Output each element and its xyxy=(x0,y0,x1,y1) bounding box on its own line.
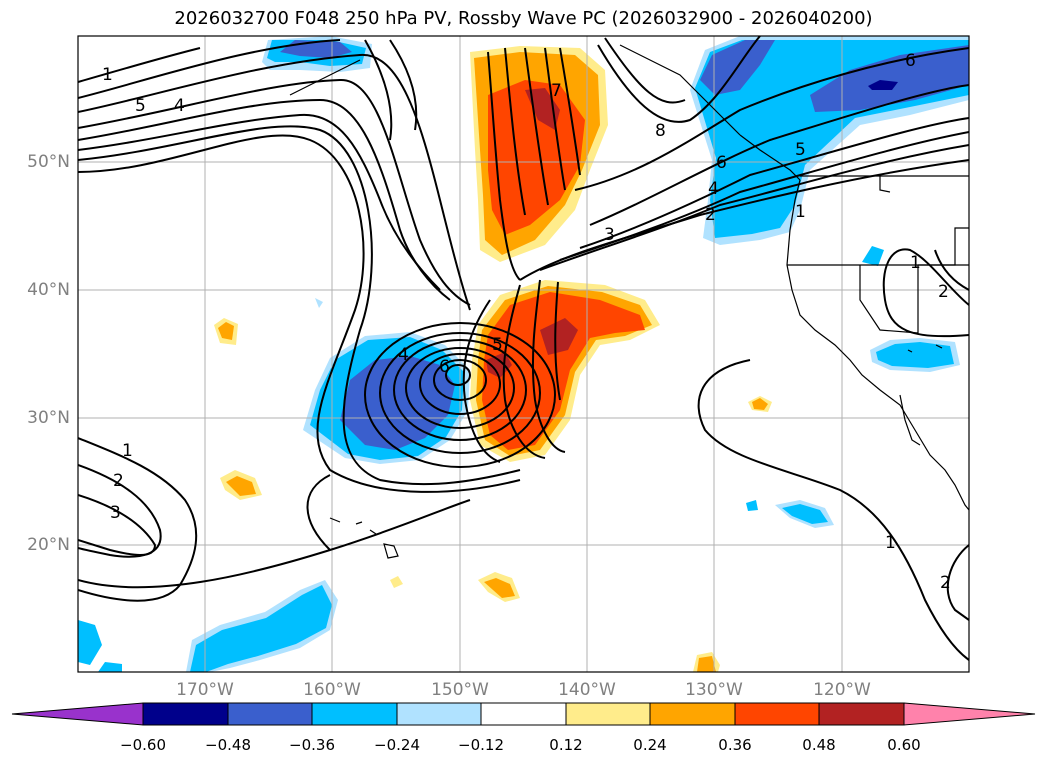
minor-anomaly-patches xyxy=(78,246,960,672)
lat-label: 20°N xyxy=(27,535,70,555)
map-area: 1 5 4 7 8 6 5 4 2 1 3 4 6 5 1 2 3 1 2 6 … xyxy=(78,36,969,672)
contour-label: 4 xyxy=(174,96,185,116)
contour-label: 2 xyxy=(705,205,716,225)
map-frame xyxy=(77,35,970,673)
lat-label: 40°N xyxy=(27,280,70,300)
contour-label: 5 xyxy=(492,335,503,355)
contour-label: 1 xyxy=(910,253,921,273)
colorbar-extend-low xyxy=(11,702,144,726)
colorbar-tick-label: 0.12 xyxy=(549,736,583,754)
contour-label: 4 xyxy=(398,345,409,365)
contour-label: 4 xyxy=(708,179,719,199)
contour-label: 6 xyxy=(439,357,450,377)
lon-label: 120°W xyxy=(813,680,871,700)
contour-label: 3 xyxy=(110,503,121,523)
contour-label: 1 xyxy=(102,65,113,85)
contour-label: 3 xyxy=(604,225,615,245)
colorbar-tick-label: 0.36 xyxy=(718,736,752,754)
contour-label: 6 xyxy=(716,153,727,173)
colorbar xyxy=(11,702,1036,726)
positive-anomaly-south xyxy=(470,280,660,462)
lon-label: 170°W xyxy=(176,680,234,700)
lon-label: 160°W xyxy=(303,680,361,700)
contour-label: 2 xyxy=(113,471,124,491)
lon-label: 130°W xyxy=(685,680,743,700)
colorbar-tick-label: 0.24 xyxy=(633,736,667,754)
colorbar-tick-label: −0.36 xyxy=(289,736,335,754)
lon-label: 140°W xyxy=(558,680,616,700)
contour-label: 8 xyxy=(655,121,666,141)
lat-label: 30°N xyxy=(27,408,70,428)
gridlines xyxy=(78,36,969,672)
negative-anomaly-northeast xyxy=(690,36,969,245)
lat-label: 50°N xyxy=(27,152,70,172)
colorbar-tick-label: −0.12 xyxy=(458,736,504,754)
contour-label: 1 xyxy=(122,441,133,461)
contour-label: 5 xyxy=(135,96,146,116)
colorbar-extend-high xyxy=(903,702,1036,726)
plot-title: 2026032700 F048 250 hPa PV, Rossby Wave … xyxy=(174,8,873,29)
contour-label: 7 xyxy=(551,81,562,101)
lon-label: 150°W xyxy=(431,680,489,700)
contour-label: 2 xyxy=(940,573,951,593)
contour-labels: 1 5 4 7 8 6 5 4 2 1 3 4 6 5 1 2 3 1 2 6 … xyxy=(102,51,951,593)
contour-label: 5 xyxy=(795,140,806,160)
contour-label: 6 xyxy=(905,51,916,71)
colorbar-tick-label: 0.60 xyxy=(887,736,921,754)
colorbar-tick-label: −0.48 xyxy=(205,736,251,754)
colorbar-tick-label: −0.24 xyxy=(374,736,420,754)
contour-label: 1 xyxy=(885,533,896,553)
colorbar-tick-label: −0.60 xyxy=(120,736,166,754)
pv-contours xyxy=(78,36,969,661)
colorbar-tick-label: 0.48 xyxy=(802,736,836,754)
contour-label: 1 xyxy=(795,202,806,222)
contour-label: 2 xyxy=(938,282,949,302)
